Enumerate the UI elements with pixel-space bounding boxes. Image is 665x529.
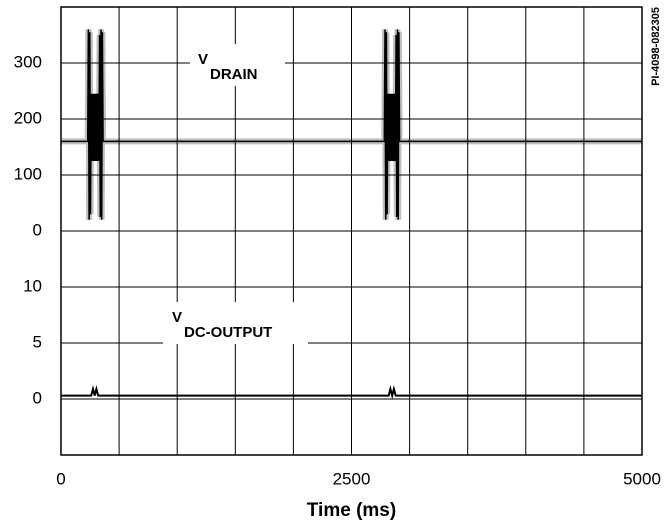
plot-frame xyxy=(60,6,643,456)
annotation-box xyxy=(163,302,308,344)
x-tick-label: 5000 xyxy=(623,469,661,488)
trace-noise-band xyxy=(61,29,642,220)
figure-id: PI-4098-082305 xyxy=(650,7,662,86)
y-tick-label: 0 xyxy=(33,388,42,407)
y-tick-label: 10 xyxy=(23,276,42,295)
y-tick-label: 100 xyxy=(14,164,42,183)
trace xyxy=(61,384,642,400)
y-tick-label: 300 xyxy=(14,52,42,71)
annotation-box xyxy=(190,44,285,86)
y-tick-label: 5 xyxy=(33,332,42,351)
y-tick-label: 0 xyxy=(33,220,42,239)
annotation: V xyxy=(172,309,182,326)
annotation-subscript: DRAIN xyxy=(210,66,258,83)
y-tick-label: 200 xyxy=(14,108,42,127)
trace xyxy=(61,29,642,220)
x-tick-label: 0 xyxy=(56,469,65,488)
annotation-subscript: DC-OUTPUT xyxy=(184,324,272,341)
x-tick-label: 2500 xyxy=(333,469,371,488)
annotation: V xyxy=(198,51,208,68)
x-axis-label: Time (ms) xyxy=(307,500,396,521)
